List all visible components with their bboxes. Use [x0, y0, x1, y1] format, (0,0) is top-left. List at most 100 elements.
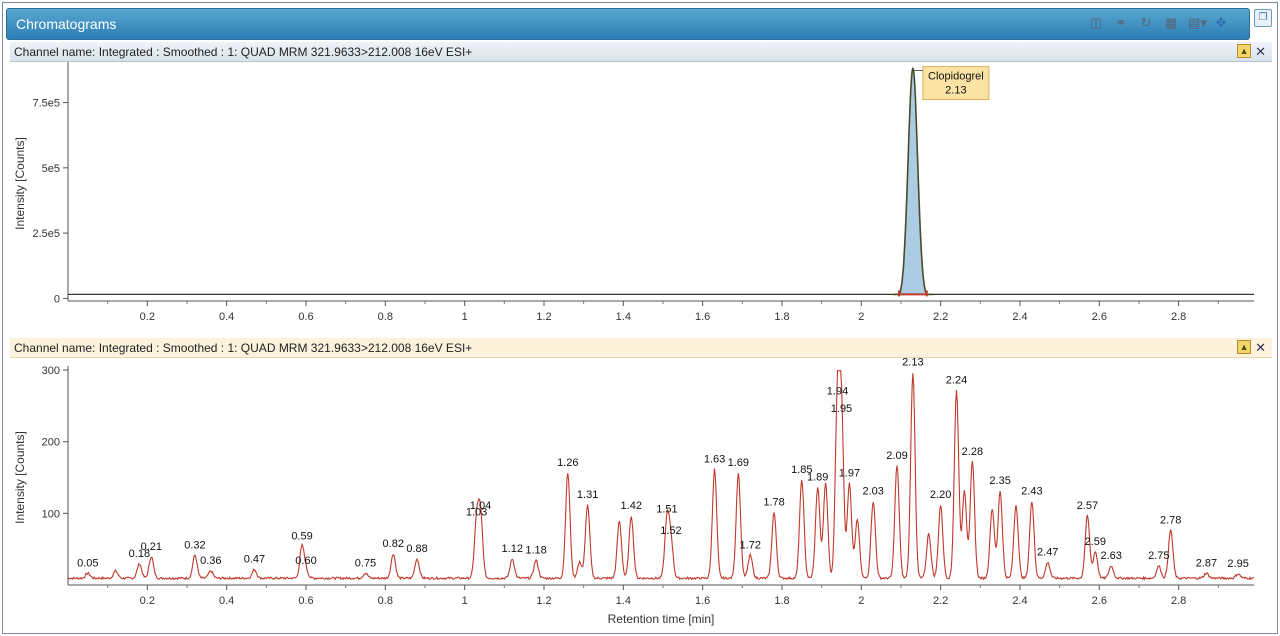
pane-header-2: Channel name: Integrated : Smoothed : 1:… — [10, 338, 1272, 358]
x-tick-label: 2.8 — [1171, 595, 1186, 607]
channel-label-2: Channel name: Integrated : Smoothed : 1:… — [14, 341, 473, 355]
peak-label: 2.09 — [886, 450, 907, 462]
peak-label: 1.52 — [660, 525, 681, 537]
peak-label: 0.18 — [129, 548, 150, 560]
peak-label: 2.28 — [962, 446, 983, 458]
peak-label: 1.26 — [557, 457, 578, 469]
pin-icon[interactable]: ▲ — [1237, 340, 1252, 354]
peak-label: 0.47 — [244, 554, 265, 566]
pane-header-1: Channel name: Integrated : Smoothed : 1:… — [10, 42, 1272, 62]
peak-label: 0.32 — [184, 539, 205, 551]
x-axis-label: Retention time [min] — [608, 612, 715, 626]
peak-label: 2.03 — [862, 486, 883, 498]
x-tick-label: 2.6 — [1092, 595, 1107, 607]
x-tick-label: 1.8 — [774, 595, 789, 607]
peak-label: 1.63 — [704, 453, 725, 465]
x-tick-label: 2.2 — [933, 311, 948, 323]
annotation-rt: 2.13 — [945, 85, 966, 97]
x-tick-label: 2.2 — [933, 595, 948, 607]
peak-label: 2.20 — [930, 489, 951, 501]
peak-label: 2.47 — [1037, 547, 1058, 559]
x-tick-label: 0.6 — [298, 311, 313, 323]
restore-window-icon[interactable]: ❐ — [1254, 9, 1272, 27]
peak-label: 1.69 — [728, 457, 749, 469]
zoom-icon[interactable]: ◫ — [1089, 15, 1103, 30]
peak-label: 1.31 — [577, 489, 598, 501]
close-icon[interactable]: ✕ — [1255, 43, 1266, 59]
x-tick-label: 0.8 — [378, 595, 393, 607]
chromatogram-trace — [67, 370, 1255, 581]
peak-label: 2.57 — [1077, 500, 1098, 512]
move-icon[interactable]: ✥ — [1215, 15, 1227, 30]
peak-label: 0.36 — [200, 555, 221, 567]
peak-label: 1.78 — [763, 496, 784, 508]
peak-label: 1.03 — [466, 506, 487, 518]
peak-label: 2.35 — [989, 475, 1010, 487]
y-tick-label: 0 — [54, 293, 60, 305]
close-icon[interactable]: ✕ — [1255, 339, 1266, 355]
annotation-compound: Clopidogrel — [928, 71, 984, 83]
peak-label: 2.43 — [1021, 486, 1042, 498]
x-tick-label: 1.2 — [536, 311, 551, 323]
peak-label: 0.60 — [295, 555, 316, 567]
x-tick-label: 0.4 — [219, 595, 234, 607]
x-tick-label: 1.6 — [695, 311, 710, 323]
peak-annotation-box — [922, 66, 990, 101]
x-tick-label: 2.4 — [1012, 595, 1027, 607]
x-tick-label: 2.4 — [1012, 311, 1027, 323]
x-tick-label: 1.6 — [695, 595, 710, 607]
peak-label: 1.51 — [656, 504, 677, 516]
peak-label: 1.42 — [621, 500, 642, 512]
integrated-peak-area — [893, 68, 933, 295]
peak-label: 0.05 — [77, 557, 98, 569]
peak-label: 1.89 — [807, 471, 828, 483]
x-tick-label: 2 — [858, 595, 864, 607]
y-tick-label: 5e5 — [42, 163, 60, 175]
pin-icon[interactable]: ▲ — [1237, 44, 1252, 58]
y-axis-label: Intensity [Counts] — [13, 137, 27, 230]
peak-label: 1.18 — [525, 544, 546, 556]
peak-label: 2.63 — [1100, 550, 1121, 562]
table-icon[interactable]: ▦ — [1164, 15, 1178, 30]
x-tick-label: 1.8 — [774, 311, 789, 323]
x-tick-label: 1.4 — [616, 595, 631, 607]
window-titlebar: Chromatograms ◫ ⚭ ↻ ▦ ▤▾ ✥ — [6, 8, 1250, 40]
channel-label-1: Channel name: Integrated : Smoothed : 1:… — [14, 45, 473, 59]
peak-label: 2.87 — [1196, 557, 1217, 569]
x-tick-label: 0.2 — [140, 595, 155, 607]
y-tick-label: 100 — [42, 508, 60, 520]
peak-label: 2.75 — [1148, 550, 1169, 562]
peak-label: 1.94 — [827, 385, 848, 397]
peak-label: 0.21 — [141, 541, 162, 553]
peak-label: 1.95 — [831, 403, 852, 415]
y-axis-label: Intensity [Counts] — [13, 431, 27, 524]
x-tick-label: 2 — [858, 311, 864, 323]
peak-label: 0.82 — [383, 538, 404, 550]
overlay-icon[interactable]: ⚭ — [1115, 15, 1127, 30]
peak-label: 2.78 — [1160, 514, 1181, 526]
x-tick-label: 0.2 — [140, 311, 155, 323]
export-icon[interactable]: ▤▾ — [1188, 15, 1207, 30]
x-tick-label: 1 — [462, 595, 468, 607]
y-tick-label: 200 — [42, 437, 60, 449]
x-tick-label: 1.4 — [616, 311, 631, 323]
peak-label: 0.88 — [406, 543, 427, 555]
x-tick-label: 2.6 — [1092, 311, 1107, 323]
toolbar: ◫ ⚭ ↻ ▦ ▤▾ ✥ — [1088, 15, 1229, 31]
peak-label: 2.95 — [1227, 558, 1248, 570]
peak-label: 0.75 — [355, 557, 376, 569]
peak-label: 1.97 — [839, 468, 860, 480]
window-title: Chromatograms — [16, 16, 117, 32]
peak-label: 2.59 — [1085, 536, 1106, 548]
peak-label: 1.85 — [791, 464, 812, 476]
y-tick-label: 300 — [42, 365, 60, 377]
x-tick-label: 1.2 — [536, 595, 551, 607]
x-tick-label: 0.8 — [378, 311, 393, 323]
peak-label: 0.59 — [291, 531, 312, 543]
peak-label: 1.12 — [502, 543, 523, 555]
peak-label: 2.13 — [902, 357, 923, 369]
x-tick-label: 1 — [462, 311, 468, 323]
refresh-icon[interactable]: ↻ — [1140, 15, 1152, 30]
